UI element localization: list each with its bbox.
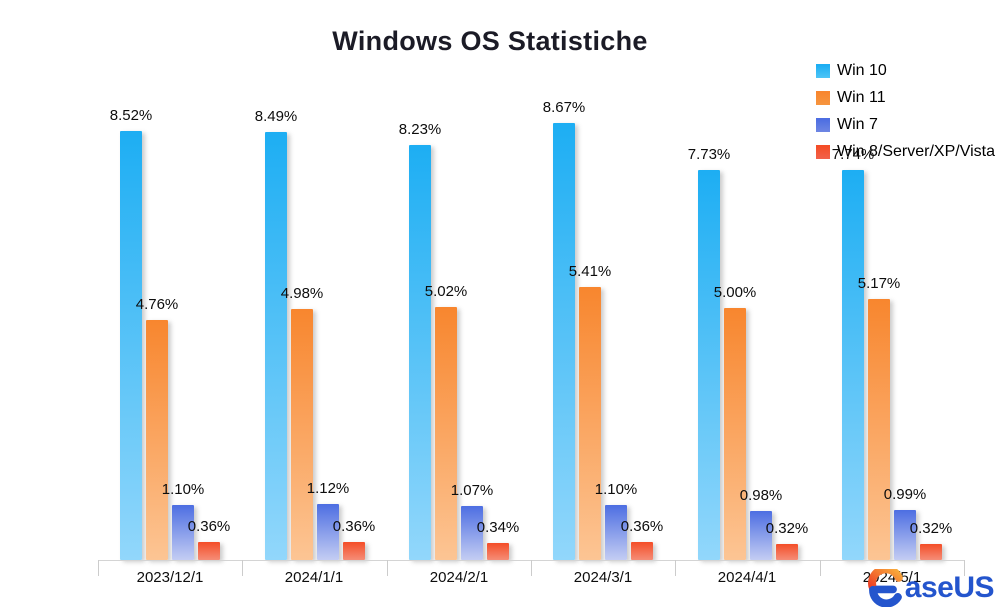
legend-item: Win 8/Server/XP/Vista <box>816 143 995 161</box>
bar-value-label: 1.10% <box>161 481 205 498</box>
bar-win-11 <box>146 320 168 560</box>
bar-value-label: 0.36% <box>620 518 664 535</box>
bar-win-10 <box>120 131 142 560</box>
x-axis-tick <box>242 560 243 576</box>
plot-area: 8.52% 4.76% 1.10% 0.36% 8.49% 4.98% 1.12% 0.36%… <box>98 0 964 560</box>
legend-label: Win 8/Server/XP/Vista <box>837 143 995 160</box>
easeus-logo-text: aseUS <box>904 571 995 604</box>
legend-item: Win 7 <box>816 116 995 134</box>
bar-value-label: 0.36% <box>332 518 376 535</box>
legend-swatch-icon <box>816 91 830 105</box>
bar-value-label: 0.34% <box>476 519 520 536</box>
bar-value-label: 7.74% <box>831 146 875 163</box>
x-axis-tick <box>98 560 99 576</box>
legend-label: Win 7 <box>837 116 878 133</box>
legend-label: Win 11 <box>837 89 886 106</box>
legend-swatch-icon <box>816 64 830 78</box>
bar-win-10 <box>698 170 720 560</box>
bar-value-label: 5.00% <box>713 284 757 301</box>
bar-win-8-server-xp-vista <box>776 544 798 560</box>
bar-value-label: 1.10% <box>594 481 638 498</box>
bar-win-11 <box>579 287 601 560</box>
bar-win-7 <box>317 504 339 560</box>
x-axis-tick <box>387 560 388 576</box>
bar-value-label: 0.32% <box>765 520 809 537</box>
bar-value-label: 0.98% <box>739 487 783 504</box>
bar-value-label: 5.02% <box>424 283 468 300</box>
bar-win-7 <box>605 505 627 560</box>
bar-value-label: 4.76% <box>135 296 179 313</box>
x-axis: 2023/12/1 2024/1/1 2024/2/1 2024/3/1 2024/4/… <box>98 560 965 605</box>
bar-value-label: 8.49% <box>254 108 298 125</box>
legend: Win 10 Win 11 Win 7 Win 8/Server/XP/Vista <box>816 62 995 170</box>
bar-value-label: 1.07% <box>450 482 494 499</box>
bar-win-10 <box>553 123 575 560</box>
bar-value-label: 5.17% <box>857 275 901 292</box>
bar-win-7 <box>750 511 772 560</box>
legend-label: Win 10 <box>837 62 887 79</box>
bar-win-10 <box>842 170 864 560</box>
bar-value-label: 7.73% <box>687 146 731 163</box>
legend-item: Win 10 <box>816 62 995 80</box>
bar-win-8-server-xp-vista <box>198 542 220 560</box>
bar-win-7 <box>172 505 194 560</box>
bar-value-label: 8.52% <box>109 107 153 124</box>
legend-item: Win 11 <box>816 89 995 107</box>
bar-win-10 <box>409 145 431 560</box>
bar-value-label: 4.98% <box>280 285 324 302</box>
bar-value-label: 0.32% <box>909 520 953 537</box>
x-axis-label: 2024/2/1 <box>429 569 489 586</box>
bar-value-label: 0.99% <box>883 486 927 503</box>
legend-swatch-icon <box>816 145 830 159</box>
bar-win-8-server-xp-vista <box>631 542 653 560</box>
x-axis-tick <box>675 560 676 576</box>
easeus-logo: aseUS <box>866 569 995 607</box>
legend-swatch-icon <box>816 118 830 132</box>
bar-win-10 <box>265 132 287 560</box>
bar-win-11 <box>291 309 313 560</box>
x-axis-label: 2024/3/1 <box>573 569 633 586</box>
bar-win-7 <box>461 506 483 560</box>
bar-win-8-server-xp-vista <box>343 542 365 560</box>
bar-win-7 <box>894 510 916 560</box>
easeus-logo-e-icon <box>867 569 903 607</box>
x-axis-tick <box>820 560 821 576</box>
bar-win-8-server-xp-vista <box>487 543 509 560</box>
x-axis-label: 2024/4/1 <box>717 569 777 586</box>
bar-value-label: 8.23% <box>398 121 442 138</box>
x-axis-label: 2024/1/1 <box>284 569 344 586</box>
bar-value-label: 1.12% <box>306 480 350 497</box>
x-axis-label: 2023/12/1 <box>136 569 204 586</box>
bar-win-8-server-xp-vista <box>920 544 942 560</box>
bar-win-11 <box>868 299 890 560</box>
x-axis-tick <box>964 560 965 576</box>
bar-win-11 <box>724 308 746 560</box>
chart-title: Windows OS Statistiche <box>332 26 648 56</box>
bar-value-label: 0.36% <box>187 518 231 535</box>
bar-value-label: 8.67% <box>542 99 586 116</box>
x-axis-tick <box>531 560 532 576</box>
bar-value-label: 5.41% <box>568 263 612 280</box>
bar-win-11 <box>435 307 457 560</box>
